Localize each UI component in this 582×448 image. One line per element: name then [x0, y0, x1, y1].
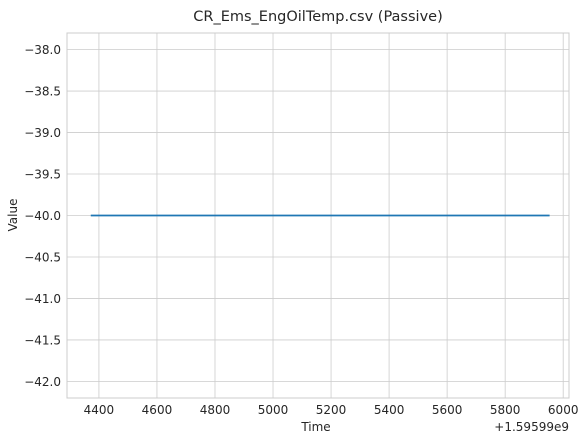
x-tick-label: 5600 [432, 403, 463, 417]
y-tick-label: −40.0 [24, 209, 61, 223]
y-axis-ticks: −38.0 −38.5 −39.0 −39.5 −40.0 −40.5 −41.0 −41.5… [24, 43, 61, 389]
x-tick-label: 5400 [374, 403, 405, 417]
x-tick-label: 6000 [548, 403, 579, 417]
x-tick-label: 5200 [316, 403, 347, 417]
axes-frame [66, 32, 570, 399]
x-axis-label: Time [300, 420, 330, 434]
y-tick-label: −41.0 [24, 292, 61, 306]
axes-border [66, 32, 570, 399]
x-axis-ticks: 4400 4600 4800 5000 5200 5400 5600 5800 6000 [84, 403, 579, 417]
y-tick-label: −39.0 [24, 126, 61, 140]
y-tick-label: −41.5 [24, 333, 61, 347]
y-tick-label: −40.5 [24, 250, 61, 264]
x-tick-label: 4600 [142, 403, 173, 417]
x-tick-label: 4400 [84, 403, 115, 417]
y-tick-label: −39.5 [24, 168, 61, 182]
x-tick-label: 5000 [258, 403, 289, 417]
y-tick-label: −42.0 [24, 375, 61, 389]
y-tick-label: −38.0 [24, 43, 61, 57]
y-tick-label: −38.5 [24, 85, 61, 99]
x-tick-label: 4800 [200, 403, 231, 417]
y-axis-label: Value [6, 199, 20, 232]
chart-title: CR_Ems_EngOilTemp.csv (Passive) [193, 9, 442, 25]
x-tick-label: 5800 [490, 403, 521, 417]
x-axis-offset-label: +1.59599e9 [494, 420, 569, 434]
